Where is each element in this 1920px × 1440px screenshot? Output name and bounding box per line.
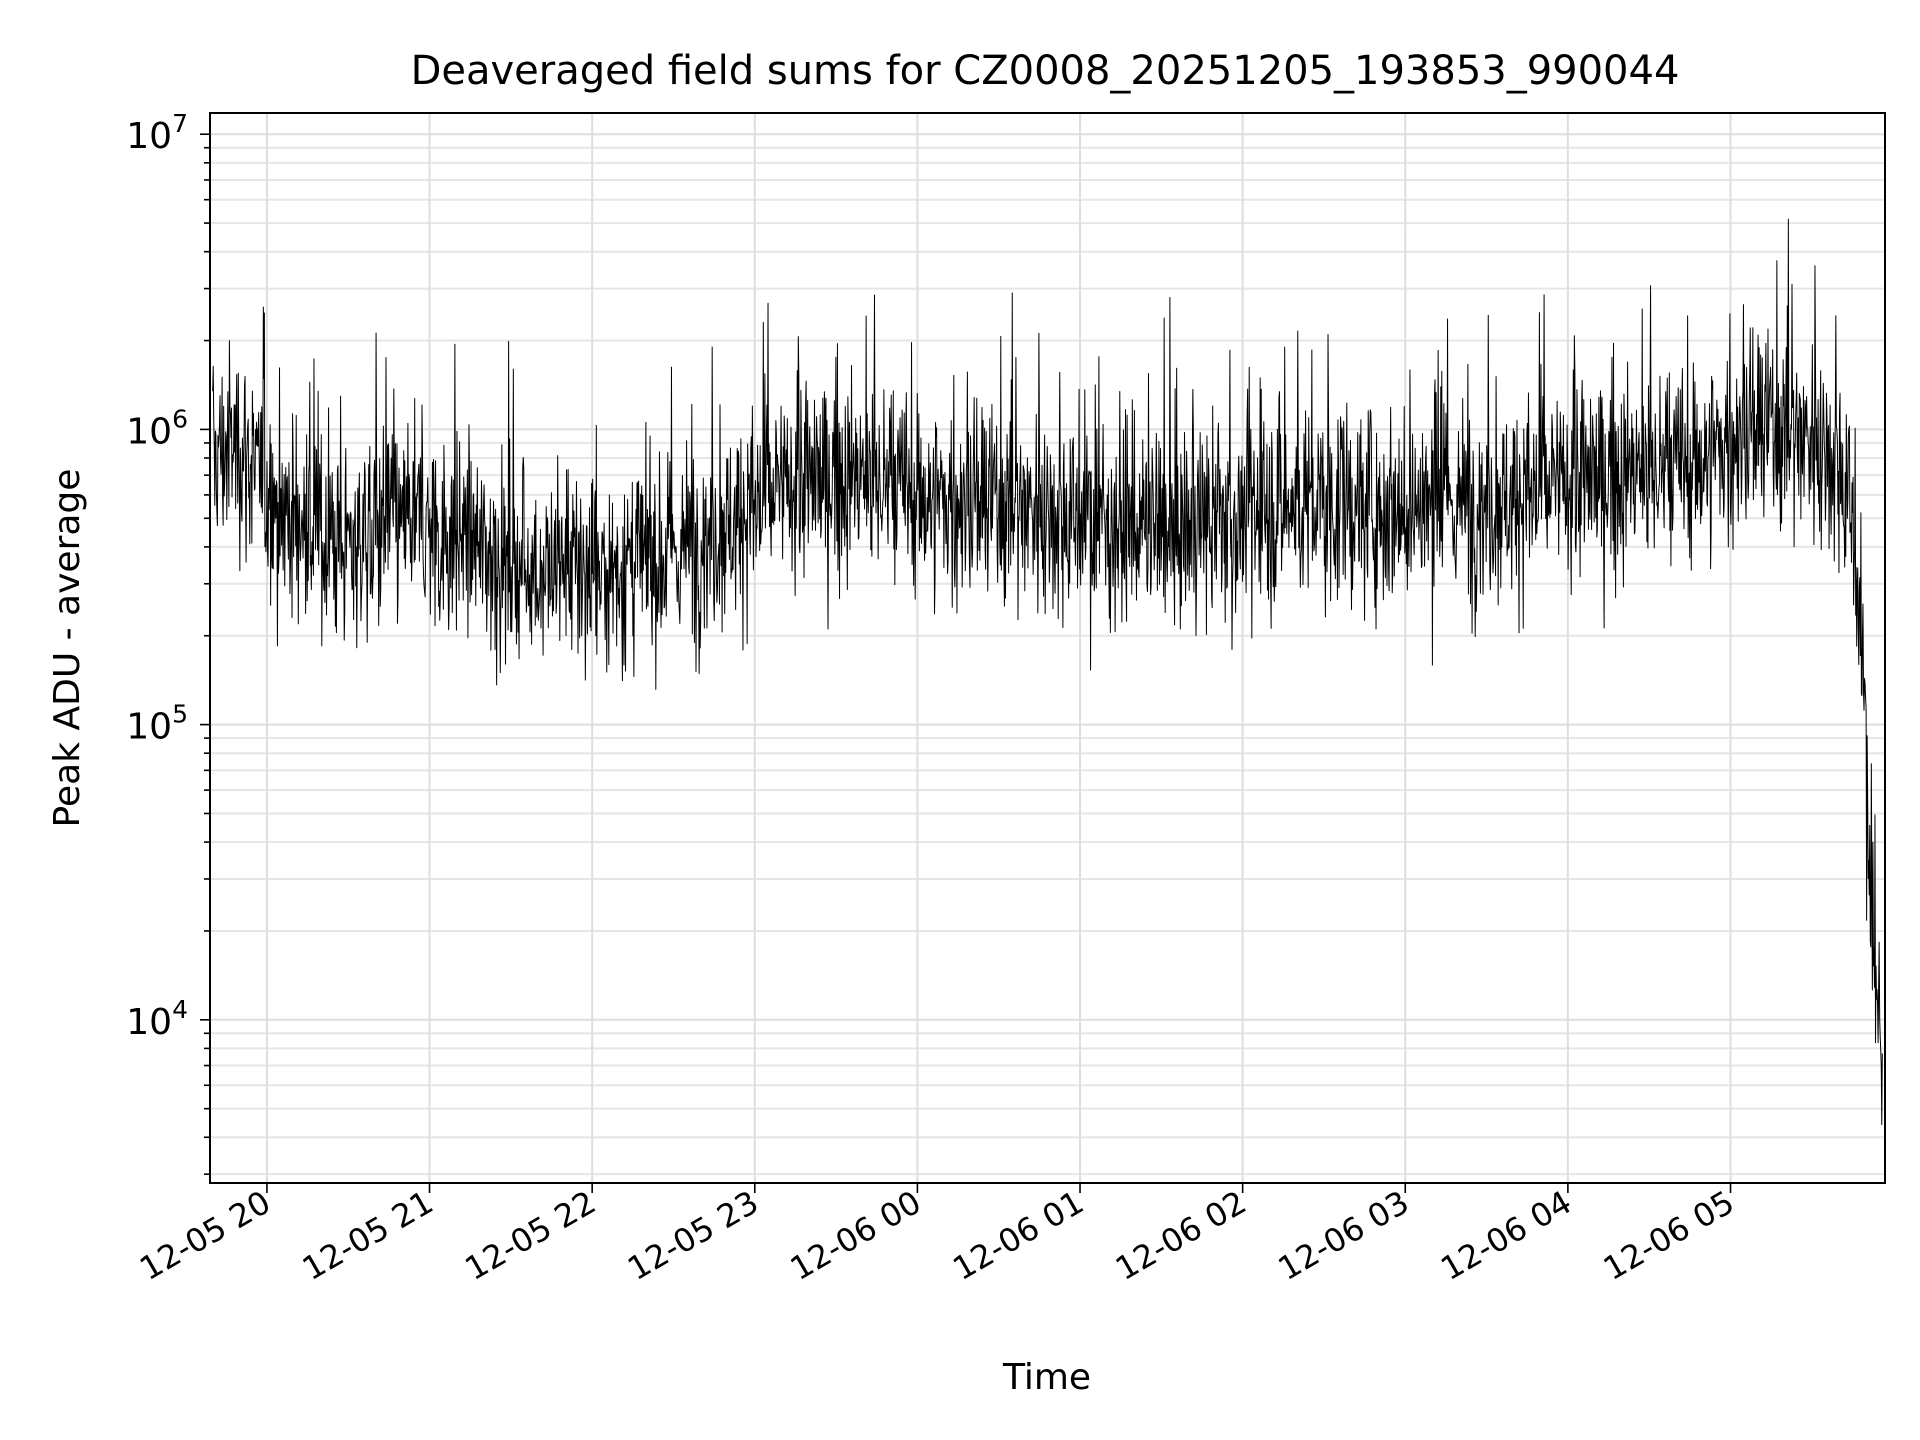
chart-title: Deaveraged field sums for CZ0008_2025120… [411, 48, 1680, 94]
y-tick-label: 105 [126, 700, 188, 748]
y-axis-ticks: 104 105 106 107 [126, 109, 210, 1175]
plot-frame [209, 112, 1886, 1184]
y-tick-label: 107 [126, 109, 188, 157]
y-tick-label: 104 [126, 995, 188, 1043]
x-axis-label: Time [1002, 1357, 1091, 1398]
series-layer [212, 218, 1883, 1126]
y-axis-label: Peak ADU - average [47, 469, 88, 828]
series-line [212, 218, 1883, 1126]
y-tick-label: 106 [126, 404, 188, 452]
